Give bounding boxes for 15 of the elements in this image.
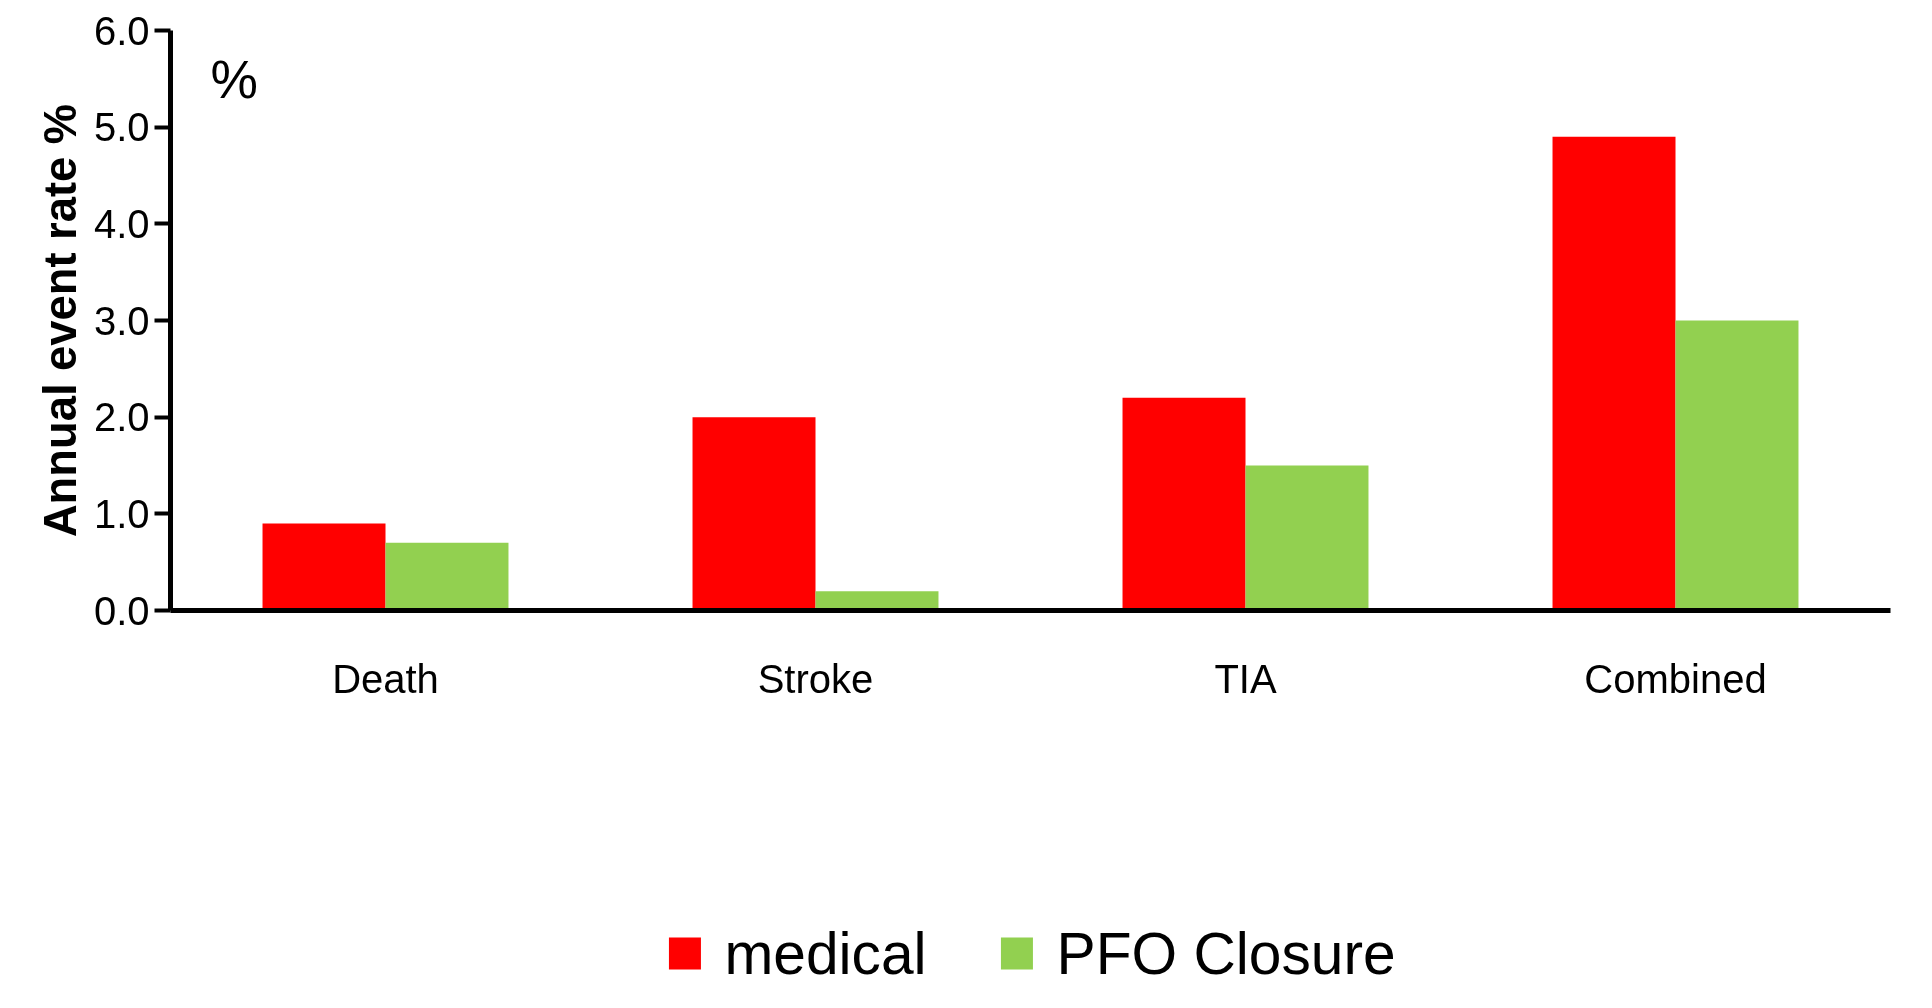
y-tick-label: 5.0 (93, 105, 150, 150)
legend-label: PFO Closure (1056, 919, 1396, 987)
x-tick-label: Stroke (757, 656, 874, 701)
y-tick-label: 6.0 (93, 8, 150, 53)
x-tick-label: Death (332, 656, 439, 701)
y-tick-label: 3.0 (93, 298, 150, 343)
y-tick-label: 1.0 (93, 491, 150, 536)
y-tick-label: 0.0 (93, 588, 150, 633)
y-axis-title: Annual event rate % (34, 103, 86, 538)
legend-label: medical (724, 919, 927, 987)
x-tick-label: TIA (1214, 656, 1277, 701)
y-tick-label: 2.0 (93, 395, 150, 440)
x-tick-label: Combined (1584, 656, 1767, 701)
y-tick-label: 4.0 (93, 201, 150, 246)
annotation: % (210, 49, 258, 109)
